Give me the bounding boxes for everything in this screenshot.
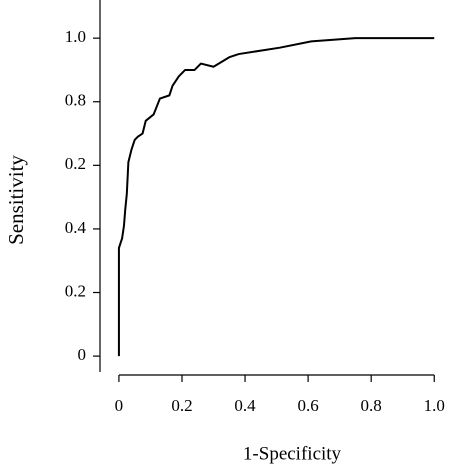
y-axis-label: Sensitivity bbox=[4, 155, 28, 245]
x-tick-label: 0.4 bbox=[234, 396, 256, 415]
y-tick-label: 0.4 bbox=[65, 218, 87, 237]
x-tick-label: 0.6 bbox=[297, 396, 318, 415]
y-tick-label: 0.2 bbox=[65, 281, 86, 300]
x-tick-label: 0.8 bbox=[361, 396, 382, 415]
y-tick-label: 0.2 bbox=[65, 154, 86, 173]
y-tick-label: 0 bbox=[78, 345, 87, 364]
x-tick-label: 0.2 bbox=[171, 396, 192, 415]
x-tick-label: 0 bbox=[115, 396, 124, 415]
x-tick-label: 1.0 bbox=[424, 396, 445, 415]
y-tick-label: 0.8 bbox=[65, 91, 86, 110]
roc-curve bbox=[117, 37, 435, 357]
x-axis-label: 1-Specificity bbox=[243, 443, 342, 464]
y-tick-label: 1.0 bbox=[65, 27, 86, 46]
